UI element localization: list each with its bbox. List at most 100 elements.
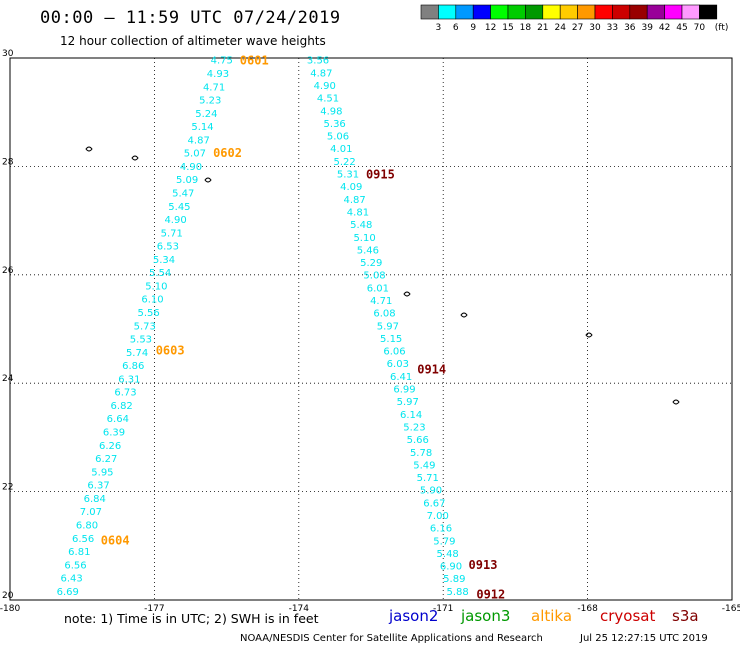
wave-height-value: 4.75 (211, 56, 233, 67)
track-time-label: 0912 (476, 588, 505, 602)
wave-height-value: 6.27 (95, 454, 117, 465)
wave-height-value: 6.26 (99, 441, 121, 452)
wave-height-value: 5.14 (191, 122, 213, 133)
wave-height-value: 6.16 (430, 524, 452, 535)
lat-tick-label: 20 (2, 591, 14, 601)
lat-tick-label: 28 (2, 157, 14, 167)
legend-label: 39 (641, 23, 653, 33)
lon-tick-label: -165 (722, 604, 740, 614)
wave-height-value: 5.22 (334, 157, 356, 168)
wave-height-value: 6.10 (141, 295, 163, 306)
wave-height-value: 6.41 (390, 372, 412, 383)
wave-height-value: 5.48 (437, 549, 459, 560)
island-coastline (460, 312, 468, 318)
legend-label: 12 (485, 23, 496, 33)
wave-height-value: 6.67 (423, 498, 445, 509)
page-title: 00:00 – 11:59 UTC 07/24/2019 (40, 8, 341, 28)
legend-swatch (525, 4, 544, 20)
wave-height-value: 6.43 (60, 574, 82, 585)
legend-label: 3 (436, 23, 442, 33)
lon-tick-label: -174 (289, 604, 310, 614)
legend-swatch (420, 4, 439, 20)
legend-swatch (629, 4, 648, 20)
wave-height-value: 7.07 (80, 507, 102, 518)
mission-altika: altika (531, 607, 573, 625)
wave-height-value: 6.39 (103, 428, 125, 439)
wave-height-value: 5.24 (195, 109, 217, 120)
track-time-label: 0603 (156, 344, 185, 358)
credit-line: NOAA/NESDIS Center for Satellite Applica… (240, 633, 543, 644)
wave-height-value: 5.74 (126, 348, 148, 359)
wave-height-value: 5.46 (357, 245, 379, 256)
wave-height-value: 5.89 (443, 574, 465, 585)
wave-height-value: 4.98 (320, 106, 342, 117)
wave-height-value: 5.07 (184, 149, 206, 160)
wave-height-value: 5.54 (149, 268, 171, 279)
wave-height-value: 5.36 (324, 119, 346, 130)
wave-height-value: 5.09 (176, 175, 198, 186)
wave-height-value: 5.08 (363, 271, 385, 282)
legend-label: 70 (694, 23, 706, 33)
legend-label: 42 (659, 23, 670, 33)
legend-swatch (542, 4, 561, 20)
legend-swatch (490, 4, 509, 20)
legend-unit: (ft) (715, 23, 729, 33)
mission-s3a: s3a (672, 607, 699, 625)
wave-height-value: 4.09 (340, 182, 362, 193)
wave-height-value: 4.93 (207, 69, 229, 80)
wave-height-value: 6.03 (387, 359, 409, 370)
wave-height-value: 4.51 (317, 94, 339, 105)
legend-label: 45 (676, 23, 687, 33)
wave-height-value: 4.71 (203, 82, 225, 93)
page-subtitle: 12 hour collection of altimeter wave hei… (60, 34, 326, 48)
wave-height-value: 4.90 (314, 81, 336, 92)
wave-height-value: 4.71 (370, 296, 392, 307)
wave-height-value: 6.86 (122, 361, 144, 372)
wave-height-value: 4.90 (164, 215, 186, 226)
mission-jason2: jason2 (389, 607, 439, 625)
wave-height-value: 6.53 (157, 242, 179, 253)
wave-height-value: 6.08 (373, 309, 395, 320)
wave-height-value: 6.06 (383, 347, 405, 358)
footer-notes: note: 1) Time is in UTC; 2) SWH is in fe… (64, 611, 319, 626)
wave-height-value: 5.45 (168, 202, 190, 213)
track-time-label: 0602 (213, 146, 242, 160)
legend-swatch (646, 4, 665, 20)
legend-label: 21 (537, 23, 548, 33)
wave-height-value: 5.06 (327, 132, 349, 143)
track-time-label: 0914 (417, 363, 446, 377)
wave-height-value: 4.81 (347, 207, 369, 218)
wave-height-value: 6.69 (57, 587, 79, 598)
legend-swatch (681, 4, 700, 20)
wave-height-value: 6.90 (440, 562, 462, 573)
island-coastline (85, 146, 93, 152)
legend-swatch (438, 4, 457, 20)
wave-height-value: 6.80 (76, 520, 98, 531)
wave-height-value: 5.79 (433, 536, 455, 547)
wave-height-value: 6.73 (114, 388, 136, 399)
mission-jason3: jason3 (461, 607, 511, 625)
wave-height-value: 5.49 (413, 460, 435, 471)
wave-height-value: 6.99 (393, 385, 415, 396)
wave-height-value: 7.00 (427, 511, 449, 522)
legend-swatch (455, 4, 474, 20)
track-time-label: 0913 (469, 558, 498, 572)
wave-height-value: 6.81 (68, 547, 90, 558)
wave-height-value: 5.10 (145, 281, 167, 292)
legend-swatch (664, 4, 683, 20)
wave-height-value: 6.84 (84, 494, 106, 505)
wave-height-value: 6.56 (64, 560, 86, 571)
legend-label: 24 (554, 23, 566, 33)
legend-swatch (507, 4, 526, 20)
wave-height-value: 4.87 (310, 68, 332, 79)
lat-tick-label: 26 (2, 266, 14, 276)
legend-label: 33 (607, 23, 618, 33)
legend-label: 15 (502, 23, 513, 33)
wave-height-value: 3.56 (307, 56, 329, 67)
lon-tick-label: -168 (577, 604, 598, 614)
wave-height-value: 5.66 (407, 435, 429, 446)
wave-height-value: 5.56 (137, 308, 159, 319)
lon-tick-label: -180 (0, 604, 20, 614)
